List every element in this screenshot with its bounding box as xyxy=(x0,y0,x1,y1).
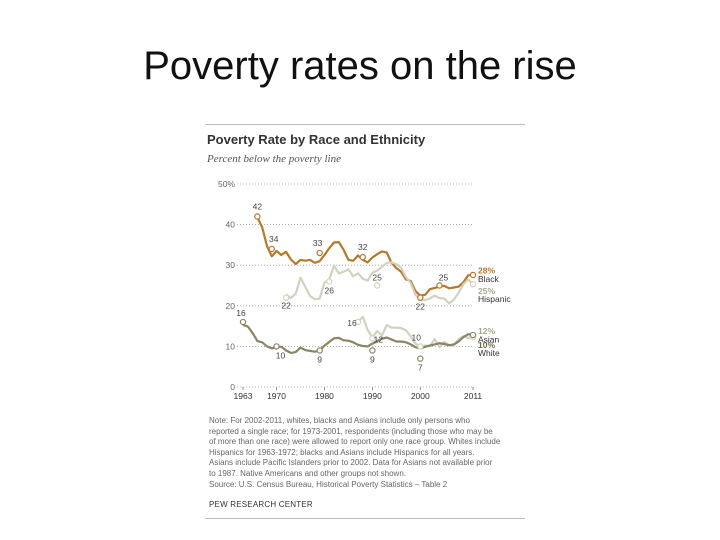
data-point-marker xyxy=(436,282,443,289)
y-tick-label: 0 xyxy=(230,382,235,392)
data-point-marker xyxy=(369,347,376,354)
data-point-marker xyxy=(254,213,261,220)
data-label: 16 xyxy=(347,318,357,328)
chart-figure: Poverty Rate by Race and Ethnicity Perce… xyxy=(205,122,527,520)
x-tick-label: 1963 xyxy=(234,391,253,401)
y-tick-label: 20 xyxy=(226,301,236,311)
poverty-line-chart: 0 10 20 30 40 50% 1963 1970 1980 1990 2000 2011 42 34… xyxy=(218,179,511,401)
x-tick-label: 2011 xyxy=(464,391,483,401)
data-label: 33 xyxy=(313,238,323,248)
data-label: 10 xyxy=(276,350,286,360)
chart-subtitle: Percent below the poverty line xyxy=(207,153,341,165)
note-line: Hispanics for 1963-1972; blacks and Asia… xyxy=(209,447,475,457)
data-point-marker xyxy=(417,294,424,301)
note-line: of more than one race) were allowed to r… xyxy=(209,437,501,447)
source-organization: PEW RESEARCH CENTER xyxy=(209,500,313,509)
x-tick-label: 1990 xyxy=(363,391,382,401)
y-tick-label: 40 xyxy=(226,220,236,230)
end-value-hispanic: 25% xyxy=(478,286,495,296)
data-label: 34 xyxy=(269,234,279,244)
end-name-black: Black xyxy=(478,274,500,284)
data-label: 42 xyxy=(253,201,263,211)
data-point-marker xyxy=(273,343,280,350)
data-point-marker xyxy=(282,294,290,301)
end-value-asian: 12% xyxy=(478,326,495,336)
end-point-marker xyxy=(469,281,477,288)
data-point-marker xyxy=(316,249,323,257)
source-line: Source: U.S. Census Bureau, Historical P… xyxy=(209,479,448,489)
y-tick-label: 10 xyxy=(226,341,236,351)
series-line-hispanic xyxy=(285,261,474,305)
data-label: 16 xyxy=(236,308,246,318)
end-name-asian: Asian xyxy=(478,334,500,344)
data-point-marker xyxy=(326,278,333,285)
series-line-white xyxy=(242,323,474,354)
data-point-marker xyxy=(239,318,247,326)
data-label: 9 xyxy=(317,354,322,364)
x-tick-label: 2000 xyxy=(411,391,430,401)
data-label: 26 xyxy=(325,285,335,295)
end-value-white: 10% xyxy=(478,340,495,350)
data-label: 25 xyxy=(439,273,449,283)
end-point-marker xyxy=(469,271,477,279)
chart-title: Poverty Rate by Race and Ethnicity xyxy=(207,132,426,147)
data-point-marker xyxy=(373,282,381,289)
data-point-marker xyxy=(417,343,424,350)
data-label: 25 xyxy=(372,273,382,283)
data-label: 32 xyxy=(358,242,368,252)
data-point-marker xyxy=(417,355,424,362)
data-point-marker xyxy=(268,245,275,253)
y-tick-label: 30 xyxy=(226,260,236,270)
end-name-white: White xyxy=(478,348,500,358)
end-point-marker xyxy=(469,331,477,339)
top-rule xyxy=(205,124,525,125)
data-label: 22 xyxy=(416,302,426,312)
slide-title: Poverty rates on the rise xyxy=(143,44,577,88)
bottom-rule xyxy=(205,518,525,519)
chart-note: Note: For 2002-2011, whites, blacks and … xyxy=(209,416,509,490)
end-name-hispanic: Hispanic xyxy=(478,294,511,304)
x-tick-label: 1970 xyxy=(267,391,286,401)
data-label: 7 xyxy=(418,363,423,373)
data-label: 10 xyxy=(412,332,422,342)
note-line: Asians include Pacific Islanders prior t… xyxy=(209,458,493,468)
note-line: reported a single race; for 1973-2001, r… xyxy=(209,426,493,436)
note-line: to 1987. Native Americans and other grou… xyxy=(209,468,407,478)
data-label: 9 xyxy=(370,354,375,364)
data-point-marker xyxy=(369,335,376,342)
x-tick-label: 1980 xyxy=(315,391,334,401)
data-label: 22 xyxy=(281,301,291,311)
note-line: Note: For 2002-2011, whites, blacks and … xyxy=(209,416,470,425)
y-tick-label: 50% xyxy=(218,179,235,189)
series-line-asian xyxy=(357,315,474,349)
end-value-black: 28% xyxy=(478,266,495,276)
data-point-marker xyxy=(316,347,323,354)
data-label: 12 xyxy=(374,334,384,344)
data-point-marker xyxy=(359,253,366,261)
data-point-marker xyxy=(354,318,362,326)
